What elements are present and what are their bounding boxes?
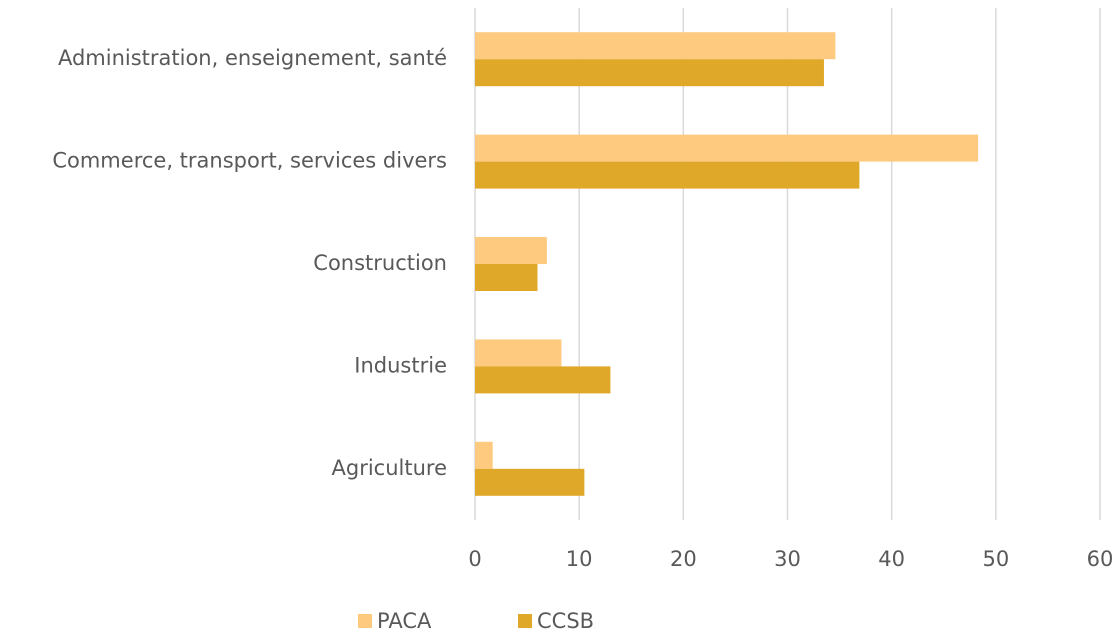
x-tick-label: 30: [774, 547, 801, 571]
y-tick-label: Agriculture: [332, 456, 448, 480]
bar: [475, 32, 836, 60]
bar: [475, 59, 824, 87]
x-tick-label: 40: [878, 547, 905, 571]
bar: [475, 161, 860, 189]
bar: [475, 134, 979, 162]
y-tick-label: Commerce, transport, services divers: [52, 149, 447, 173]
legend-label: PACA: [377, 609, 432, 633]
y-tick-label: Administration, enseignement, santé: [58, 46, 447, 70]
bar: [475, 237, 547, 264]
x-tick-label: 50: [982, 547, 1009, 571]
bar: [475, 366, 611, 394]
x-tick-label: 20: [670, 547, 697, 571]
x-tick-label: 60: [1087, 547, 1114, 571]
legend-label: CCSB: [537, 609, 594, 633]
y-tick-label: Construction: [313, 251, 447, 275]
x-tick-label: 10: [566, 547, 593, 571]
legend-swatch: [358, 614, 372, 628]
bar: [475, 468, 585, 496]
x-tick-label: 0: [468, 547, 481, 571]
legend-swatch: [518, 614, 532, 628]
bar: [475, 339, 562, 367]
y-tick-label: Industrie: [354, 353, 447, 377]
bar: [475, 264, 538, 291]
bar: [475, 441, 493, 469]
